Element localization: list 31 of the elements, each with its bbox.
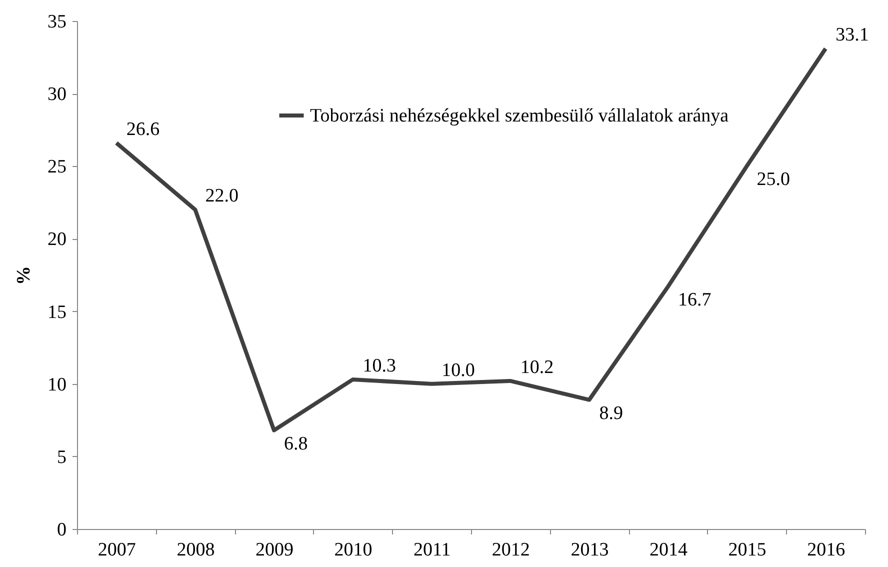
y-tick-label: 10	[48, 374, 66, 396]
text: 10.0	[442, 360, 475, 381]
text: 22.0	[205, 186, 238, 207]
x-tick-label: 2007	[98, 540, 136, 560]
y-tick-label: 0	[57, 520, 66, 540]
x-tick-label: 2009	[256, 540, 294, 560]
y-axis-title: %	[14, 266, 34, 285]
text: 16.7	[678, 290, 712, 311]
x-tick-label: 2013	[570, 540, 609, 560]
y-tick-label: 25	[48, 156, 66, 178]
text: 6.8	[284, 433, 308, 454]
text: 10.3	[362, 356, 396, 377]
x-tick-label: 2015	[728, 540, 766, 560]
y-tick-label: 35	[48, 12, 66, 32]
x-tick-label: 2014	[650, 540, 688, 560]
y-tick-label: 30	[48, 84, 66, 106]
text: 10.2	[520, 356, 554, 378]
x-tick-label: 2010	[334, 540, 372, 560]
text: 8.9	[599, 402, 623, 424]
text: 33.1	[836, 24, 869, 46]
legend-label: Toborzási nehézségekkel szembesülő vállalatok aránya	[310, 106, 730, 126]
x-tick-label: 2008	[176, 540, 215, 560]
text: 26.6	[126, 118, 160, 140]
y-tick-label: 5	[57, 446, 66, 468]
text: 25.0	[756, 169, 790, 190]
x-tick-label: 2012	[492, 540, 530, 560]
x-tick-label: 2016	[807, 540, 846, 560]
y-tick-label: 15	[48, 302, 66, 323]
y-tick-label: 20	[48, 229, 66, 250]
x-tick-label: 2011	[413, 540, 451, 560]
line-series	[114, 46, 828, 432]
